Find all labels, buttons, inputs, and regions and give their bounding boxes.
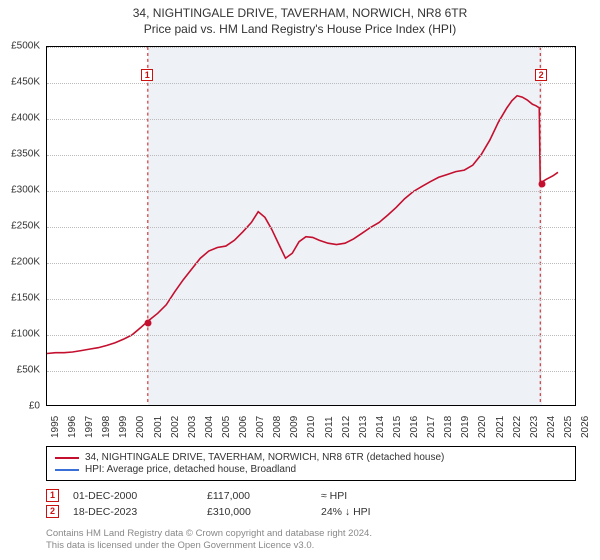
gridline-h	[47, 299, 575, 300]
marker-box-1: 1	[141, 69, 153, 81]
chart-title-address: 34, NIGHTINGALE DRIVE, TAVERHAM, NORWICH…	[0, 6, 600, 20]
footer-line2: This data is licensed under the Open Gov…	[46, 540, 576, 552]
transaction-marker-2: 2	[46, 505, 59, 518]
marker-dot-1	[145, 319, 152, 326]
x-axis-tick-label: 2009	[289, 416, 300, 438]
x-axis-tick-label: 2008	[272, 416, 283, 438]
x-axis-tick-label: 2006	[238, 416, 249, 438]
y-axis-tick-label: £300K	[0, 185, 40, 196]
y-axis-tick-label: £200K	[0, 257, 40, 268]
x-axis-tick-label: 2000	[135, 416, 146, 438]
x-axis-tick-label: 2004	[204, 416, 215, 438]
transaction-date: 18-DEC-2023	[73, 506, 193, 518]
legend-item-price: 34, NIGHTINGALE DRIVE, TAVERHAM, NORWICH…	[55, 452, 567, 463]
x-axis-tick-label: 1997	[84, 416, 95, 438]
footer-line1: Contains HM Land Registry data © Crown c…	[46, 528, 576, 540]
x-axis-tick-label: 1999	[118, 416, 129, 438]
y-axis-tick-label: £500K	[0, 41, 40, 52]
legend-swatch-hpi	[55, 469, 79, 471]
marker-box-2: 2	[535, 69, 547, 81]
transaction-price: £117,000	[207, 490, 307, 502]
y-axis-tick-label: £100K	[0, 329, 40, 340]
chart-container: 34, NIGHTINGALE DRIVE, TAVERHAM, NORWICH…	[0, 0, 600, 560]
x-axis-tick-label: 2005	[221, 416, 232, 438]
x-axis-tick-label: 2021	[495, 416, 506, 438]
x-axis-tick-label: 2013	[358, 416, 369, 438]
x-axis-tick-label: 2012	[341, 416, 352, 438]
gridline-h	[47, 83, 575, 84]
gridline-h	[47, 263, 575, 264]
x-axis-tick-label: 1996	[67, 416, 78, 438]
gridline-h	[47, 155, 575, 156]
gridline-h	[47, 335, 575, 336]
series-line-price	[47, 96, 558, 354]
y-axis-tick-label: £400K	[0, 113, 40, 124]
chart-subtitle: Price paid vs. HM Land Registry's House …	[0, 22, 600, 36]
gridline-h	[47, 119, 575, 120]
y-axis-tick-label: £50K	[0, 365, 40, 376]
y-axis-tick-label: £350K	[0, 149, 40, 160]
transaction-row: 2 18-DEC-2023 £310,000 24% ↓ HPI	[46, 505, 576, 518]
x-axis-tick-label: 2016	[409, 416, 420, 438]
x-axis-tick-label: 2007	[255, 416, 266, 438]
plot-area: 12	[46, 46, 576, 406]
y-axis-tick-label: £150K	[0, 293, 40, 304]
y-axis-tick-label: £450K	[0, 77, 40, 88]
legend-item-hpi: HPI: Average price, detached house, Broa…	[55, 464, 567, 475]
x-axis-tick-label: 2003	[187, 416, 198, 438]
x-axis-tick-label: 2023	[529, 416, 540, 438]
x-axis-tick-label: 2020	[477, 416, 488, 438]
y-axis-tick-label: £0	[0, 401, 40, 412]
transaction-delta: ≈ HPI	[321, 490, 441, 502]
x-axis-tick-label: 2011	[324, 416, 335, 438]
series-svg	[47, 47, 575, 405]
x-axis-tick-label: 2022	[512, 416, 523, 438]
gridline-h	[47, 191, 575, 192]
marker-dot-2	[539, 180, 546, 187]
x-axis-tick-label: 2018	[443, 416, 454, 438]
gridline-h	[47, 371, 575, 372]
gridline-h	[47, 227, 575, 228]
gridline-h	[47, 47, 575, 48]
x-axis-tick-label: 2015	[392, 416, 403, 438]
x-axis-tick-label: 2017	[426, 416, 437, 438]
legend-swatch-price	[55, 457, 79, 459]
legend-box: 34, NIGHTINGALE DRIVE, TAVERHAM, NORWICH…	[46, 446, 576, 481]
transaction-delta: 24% ↓ HPI	[321, 506, 441, 518]
legend-label-price: 34, NIGHTINGALE DRIVE, TAVERHAM, NORWICH…	[85, 452, 444, 463]
x-axis-tick-label: 1998	[101, 416, 112, 438]
x-axis-tick-label: 2025	[563, 416, 574, 438]
titles: 34, NIGHTINGALE DRIVE, TAVERHAM, NORWICH…	[0, 0, 600, 36]
transaction-marker-1: 1	[46, 489, 59, 502]
transaction-list: 1 01-DEC-2000 £117,000 ≈ HPI 2 18-DEC-20…	[46, 486, 576, 521]
x-axis-tick-label: 1995	[50, 416, 61, 438]
y-axis-tick-label: £250K	[0, 221, 40, 232]
footer-attribution: Contains HM Land Registry data © Crown c…	[46, 528, 576, 552]
x-axis-tick-label: 2014	[375, 416, 386, 438]
x-axis-tick-label: 2019	[460, 416, 471, 438]
x-axis-tick-label: 2024	[546, 416, 557, 438]
x-axis-tick-label: 2026	[580, 416, 591, 438]
chart-region: 12 £0£50K£100K£150K£200K£250K£300K£350K£…	[46, 46, 576, 406]
x-axis-tick-label: 2001	[153, 416, 164, 438]
transaction-price: £310,000	[207, 506, 307, 518]
transaction-date: 01-DEC-2000	[73, 490, 193, 502]
transaction-row: 1 01-DEC-2000 £117,000 ≈ HPI	[46, 489, 576, 502]
legend-label-hpi: HPI: Average price, detached house, Broa…	[85, 464, 296, 475]
x-axis-tick-label: 2002	[170, 416, 181, 438]
x-axis-tick-label: 2010	[306, 416, 317, 438]
